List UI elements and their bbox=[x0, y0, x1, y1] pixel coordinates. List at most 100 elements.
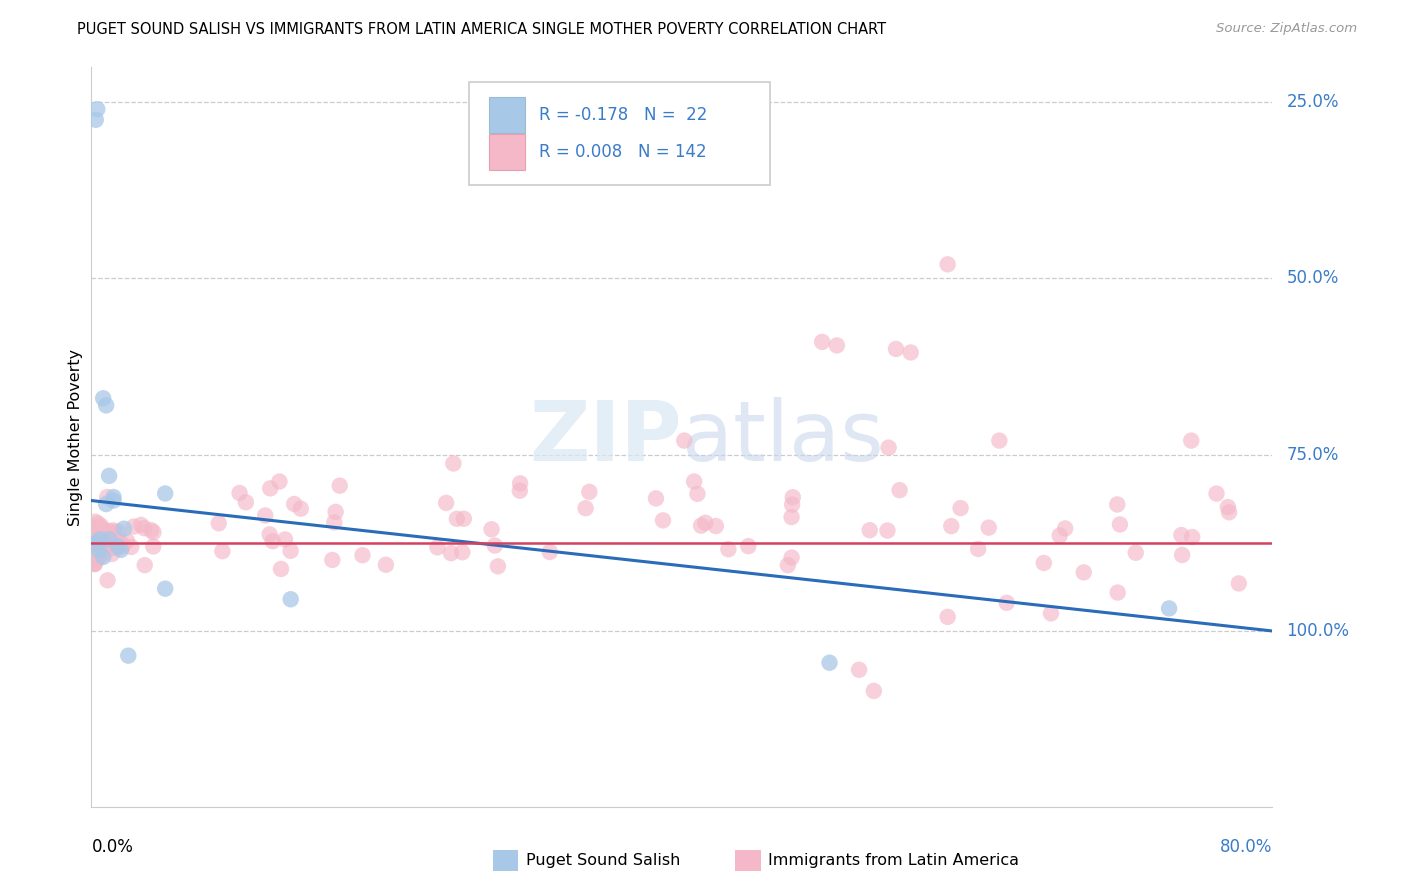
Point bbox=[86, 550, 108, 565]
Point bbox=[112, 522, 135, 536]
Point bbox=[83, 529, 105, 543]
Point bbox=[235, 495, 257, 509]
Point bbox=[481, 522, 503, 536]
Point bbox=[818, 656, 841, 670]
Point bbox=[90, 525, 112, 540]
Point bbox=[93, 541, 115, 556]
Point bbox=[900, 345, 922, 359]
Point bbox=[1107, 498, 1129, 512]
Point bbox=[977, 521, 1000, 535]
Point bbox=[86, 102, 108, 116]
Point bbox=[93, 541, 115, 556]
Point bbox=[110, 542, 132, 557]
Point bbox=[100, 532, 122, 546]
Point bbox=[1205, 486, 1227, 500]
Text: Immigrants from Latin America: Immigrants from Latin America bbox=[768, 853, 1019, 868]
Point bbox=[1054, 521, 1077, 535]
Point bbox=[538, 545, 561, 559]
Point bbox=[117, 648, 139, 663]
Point bbox=[352, 548, 374, 562]
Point bbox=[107, 541, 129, 555]
Point bbox=[98, 468, 121, 483]
Point bbox=[1216, 500, 1239, 514]
Y-axis label: Single Mother Poverty: Single Mother Poverty bbox=[67, 349, 83, 525]
Point bbox=[509, 476, 531, 491]
Point bbox=[83, 548, 105, 562]
Point bbox=[87, 516, 110, 531]
Point bbox=[269, 475, 291, 489]
Point bbox=[683, 475, 706, 489]
Point bbox=[321, 553, 343, 567]
Point bbox=[446, 512, 468, 526]
Point bbox=[780, 510, 803, 524]
Point bbox=[509, 483, 531, 498]
Point bbox=[107, 540, 129, 554]
Point bbox=[110, 535, 132, 549]
Point bbox=[98, 533, 121, 547]
Point bbox=[451, 545, 474, 559]
Point bbox=[103, 493, 125, 508]
Text: R = -0.178   N =  22: R = -0.178 N = 22 bbox=[538, 106, 707, 124]
Point bbox=[862, 684, 886, 698]
Point bbox=[325, 505, 347, 519]
Point bbox=[112, 539, 135, 553]
Point bbox=[259, 481, 281, 495]
Point bbox=[97, 527, 120, 541]
Point bbox=[329, 478, 352, 492]
Point bbox=[440, 546, 463, 560]
Point bbox=[91, 392, 114, 406]
FancyBboxPatch shape bbox=[735, 850, 761, 871]
Point bbox=[441, 457, 464, 471]
Text: 0.0%: 0.0% bbox=[91, 838, 134, 855]
Point bbox=[988, 434, 1011, 448]
Point bbox=[782, 490, 804, 504]
Point bbox=[645, 491, 668, 506]
Point bbox=[1073, 566, 1095, 580]
Point bbox=[97, 543, 120, 558]
Point bbox=[1107, 585, 1129, 599]
Point bbox=[941, 519, 963, 533]
Point bbox=[84, 520, 107, 534]
Point bbox=[717, 542, 740, 557]
Point bbox=[254, 508, 277, 523]
Point bbox=[995, 596, 1018, 610]
Point bbox=[120, 540, 142, 554]
FancyBboxPatch shape bbox=[494, 850, 519, 871]
Point bbox=[486, 559, 509, 574]
Point bbox=[104, 524, 127, 539]
Point bbox=[690, 518, 713, 533]
Point bbox=[936, 257, 959, 271]
Point bbox=[686, 487, 709, 501]
Point bbox=[578, 484, 600, 499]
Point bbox=[91, 549, 114, 564]
Point bbox=[101, 547, 124, 561]
Point bbox=[83, 556, 105, 570]
Point bbox=[1109, 517, 1132, 532]
Point bbox=[949, 501, 972, 516]
Point bbox=[290, 501, 312, 516]
Point bbox=[87, 543, 110, 558]
Point bbox=[211, 544, 233, 558]
Point bbox=[96, 497, 118, 511]
FancyBboxPatch shape bbox=[470, 82, 770, 186]
Point bbox=[426, 541, 449, 555]
Point bbox=[574, 501, 596, 516]
Point bbox=[89, 537, 111, 551]
Point bbox=[936, 610, 959, 624]
Point bbox=[84, 112, 107, 127]
Point bbox=[97, 541, 120, 556]
Point bbox=[94, 540, 117, 554]
Point bbox=[84, 526, 107, 541]
Point bbox=[780, 498, 803, 512]
Point bbox=[1159, 601, 1181, 615]
Point bbox=[280, 544, 302, 558]
Point bbox=[122, 519, 145, 533]
Point bbox=[704, 519, 727, 533]
Point bbox=[283, 497, 305, 511]
Point bbox=[652, 513, 675, 527]
Point bbox=[129, 517, 152, 532]
Point bbox=[83, 539, 105, 553]
Text: 100.0%: 100.0% bbox=[1286, 622, 1350, 640]
Point bbox=[259, 527, 281, 541]
Text: 25.0%: 25.0% bbox=[1286, 93, 1339, 112]
